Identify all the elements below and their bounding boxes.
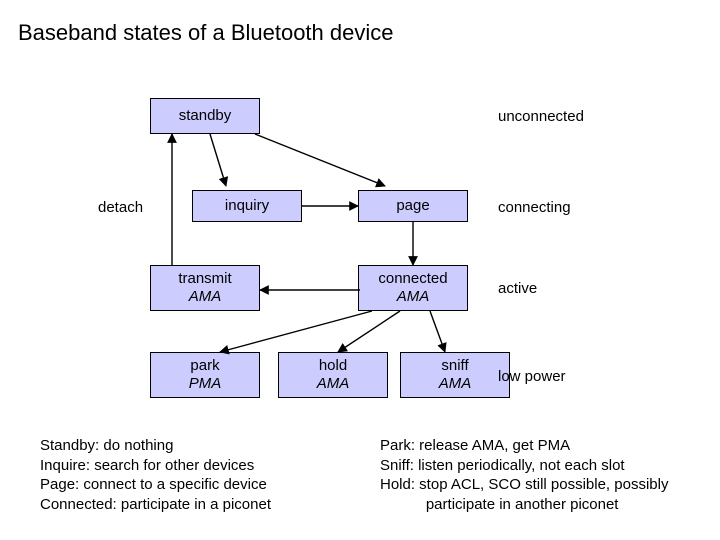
label-detach: detach (98, 199, 143, 216)
node-label: hold (319, 357, 347, 375)
node-transmit: transmit AMA (150, 265, 260, 311)
legend-line: Page: connect to a specific device (40, 475, 271, 495)
legend-line: Standby: do nothing (40, 436, 271, 456)
node-sub: AMA (397, 288, 430, 306)
node-page: page (358, 190, 468, 222)
node-sniff: sniff AMA (400, 352, 510, 398)
node-hold: hold AMA (278, 352, 388, 398)
label-active: active (498, 280, 537, 297)
legend-line: Inquire: search for other devices (40, 456, 271, 476)
node-label: page (396, 197, 429, 215)
node-sub: PMA (189, 375, 222, 393)
label-unconnected: unconnected (498, 108, 584, 125)
page-title: Baseband states of a Bluetooth device (18, 20, 393, 46)
legend-right: Park: release AMA, get PMA Sniff: listen… (380, 436, 668, 514)
label-connecting: connecting (498, 199, 571, 216)
node-label: transmit (178, 270, 231, 288)
legend-line: Sniff: listen periodically, not each slo… (380, 456, 668, 476)
node-label: park (190, 357, 219, 375)
node-label: connected (378, 270, 447, 288)
node-sub: AMA (189, 288, 222, 306)
node-standby: standby (150, 98, 260, 134)
node-sub: AMA (317, 375, 350, 393)
legend-line: participate in another piconet (380, 495, 668, 515)
node-sub: AMA (439, 375, 472, 393)
legend-line: Park: release AMA, get PMA (380, 436, 668, 456)
node-connected: connected AMA (358, 265, 468, 311)
node-park: park PMA (150, 352, 260, 398)
node-label: inquiry (225, 197, 269, 215)
label-lowpower: low power (498, 368, 566, 385)
legend-line: Connected: participate in a piconet (40, 495, 271, 515)
legend-left: Standby: do nothing Inquire: search for … (40, 436, 271, 514)
node-inquiry: inquiry (192, 190, 302, 222)
node-label: sniff (441, 357, 468, 375)
node-label: standby (179, 107, 232, 125)
legend-line: Hold: stop ACL, SCO still possible, poss… (380, 475, 668, 495)
